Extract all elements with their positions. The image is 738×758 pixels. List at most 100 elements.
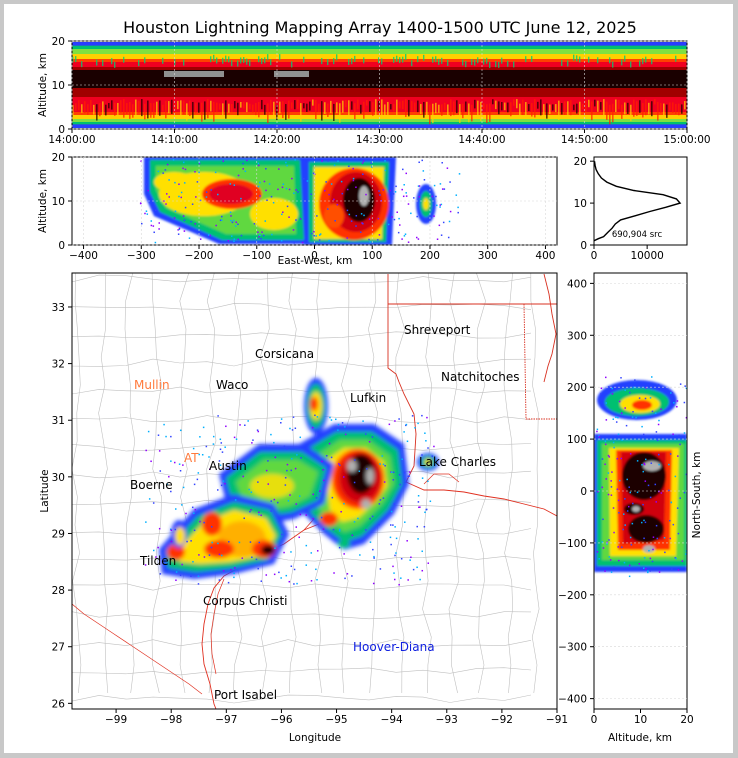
time-altitude-streak	[153, 103, 155, 118]
city-label-shreveport: Shreveport	[404, 323, 471, 337]
north-south-speck	[630, 543, 633, 546]
east-west-speck	[365, 193, 367, 196]
city-label-lake-charles: Lake Charles	[419, 455, 496, 469]
histogram-tick-label: 10000	[630, 250, 663, 262]
north-south-speck	[615, 421, 618, 423]
plan-view-speck	[257, 481, 259, 483]
plan-view-speck	[208, 456, 210, 458]
time-altitude-streak	[411, 60, 413, 67]
east-west-speck	[413, 197, 415, 199]
north-south-speck	[670, 501, 673, 504]
time-tick-label: 14:00:00	[48, 134, 95, 146]
plan-view-speck	[260, 514, 262, 517]
time-altitude-streak	[399, 101, 401, 109]
plan-view-speck	[192, 447, 195, 450]
plan-view-speck	[276, 501, 279, 504]
plan-view-speck	[416, 525, 418, 528]
east-west-speck	[152, 225, 155, 227]
time-altitude-streak	[486, 57, 488, 64]
east-west-speck	[319, 233, 322, 235]
north-south-speck	[683, 401, 686, 404]
plan-view-speck	[278, 571, 280, 574]
time-altitude-streak	[204, 101, 206, 120]
east-west-speck	[174, 210, 177, 213]
time-altitude-streak	[240, 101, 242, 108]
east-west-speck	[162, 172, 164, 174]
plan-view-speck	[201, 453, 204, 456]
plan-view-speck	[427, 562, 430, 564]
north-south-speck	[685, 387, 687, 389]
time-altitude-streak	[216, 57, 218, 64]
time-altitude-streak	[507, 60, 509, 67]
north-south-speck	[685, 553, 687, 555]
north-south-speck	[612, 441, 615, 444]
east-west-speck	[180, 191, 183, 194]
time-altitude-streak	[489, 61, 491, 68]
plan-view-speck	[250, 508, 252, 511]
time-altitude-streak	[237, 60, 239, 67]
east-west-speck	[291, 177, 293, 180]
time-altitude-streak	[312, 99, 314, 106]
east-west-speck	[164, 169, 167, 171]
north-south-speck	[605, 402, 608, 404]
county-line	[72, 554, 532, 562]
plan-view-speck	[175, 571, 178, 573]
time-altitude-streak	[246, 102, 248, 113]
county-line	[98, 273, 109, 694]
time-altitude-streak	[597, 57, 599, 64]
east-west-speck	[299, 218, 302, 220]
county-line	[72, 667, 532, 676]
north-south-speck	[626, 510, 629, 512]
plan-view-speck	[371, 436, 374, 438]
time-altitude-streak	[87, 104, 89, 115]
east-west-speck	[178, 228, 181, 231]
plan-view-speck	[418, 506, 420, 509]
east-west-speck	[438, 224, 441, 227]
east-west-speck	[306, 180, 309, 182]
east-west-speck	[182, 215, 185, 217]
plan-view-speck	[330, 456, 333, 459]
plan-view-speck	[252, 439, 254, 441]
time-altitude-streak	[255, 103, 257, 116]
east-west-speck	[240, 197, 242, 200]
plan-view-speck	[344, 577, 346, 580]
east-west-speck	[352, 179, 355, 182]
plan-view-speck	[221, 501, 224, 503]
time-altitude-streak	[531, 103, 533, 117]
time-altitude-streak	[261, 58, 263, 65]
north-south-speck	[605, 478, 608, 480]
east-west-xlabel: East-West, km	[278, 255, 353, 267]
north-south-ticks: −400 −300 −200 −100 0 100 200 300 400 0 10 20	[558, 278, 694, 726]
time-altitude-streak	[510, 102, 512, 117]
plan-view-speck	[407, 475, 409, 478]
north-south-speck	[651, 376, 653, 378]
plan-view-speck	[217, 489, 219, 491]
plan-view-speck	[147, 430, 150, 433]
east-west-speck	[441, 188, 444, 190]
east-west-speck	[303, 177, 305, 180]
east-west-speck	[262, 234, 265, 237]
county-line	[72, 386, 532, 395]
plan-view-speck	[170, 490, 172, 493]
north-south-speck	[610, 480, 612, 482]
plan-view-speck	[251, 556, 253, 559]
plan-view-speck	[249, 541, 252, 543]
north-south-speck	[626, 478, 628, 481]
east-west-speck	[227, 240, 230, 242]
time-altitude-streak	[231, 60, 233, 67]
time-altitude-streak	[213, 54, 215, 61]
plan-view-speck	[284, 476, 287, 479]
plan-view-speck	[314, 414, 316, 417]
north-south-speck	[624, 389, 626, 392]
time-altitude-streak	[267, 103, 269, 123]
east-west-speck	[417, 185, 420, 187]
plan-view-speck	[227, 581, 230, 584]
plan-view-speck	[408, 475, 410, 477]
plan-view-speck	[255, 558, 258, 561]
time-altitude-streak	[72, 104, 74, 120]
plan-view-speck	[155, 556, 157, 558]
time-altitude-streak	[423, 101, 425, 118]
east-west-speck	[258, 236, 260, 238]
time-altitude-streak	[462, 103, 464, 119]
east-west-scatter	[139, 159, 461, 244]
